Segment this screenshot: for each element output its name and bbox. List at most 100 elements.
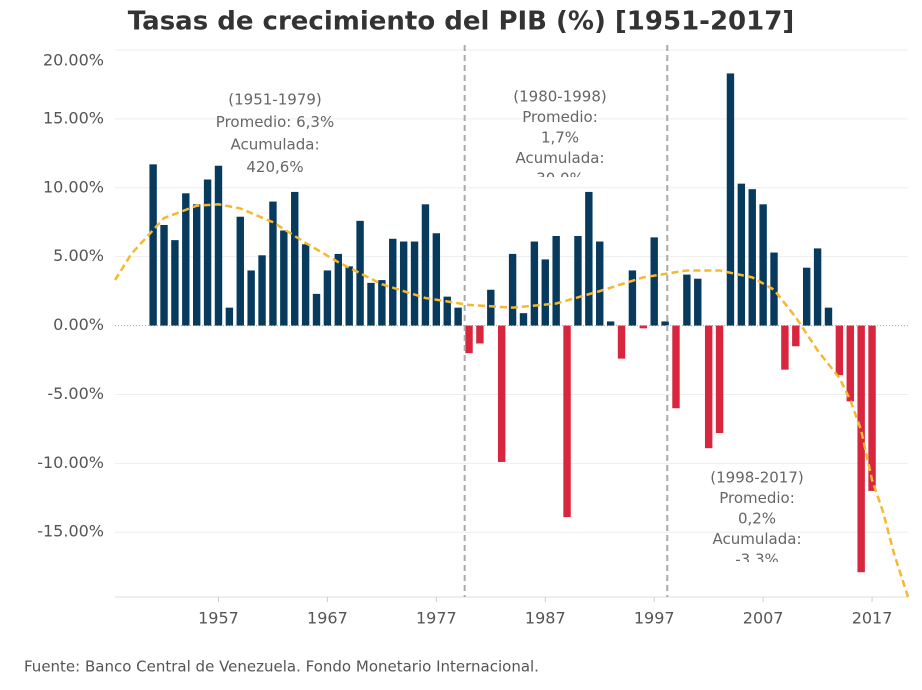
x-tick-label: 1977 xyxy=(416,609,457,628)
bar xyxy=(378,280,386,326)
bar xyxy=(301,244,310,326)
bar xyxy=(258,255,266,326)
bar xyxy=(367,282,375,326)
bar xyxy=(650,237,658,326)
bar xyxy=(639,325,648,329)
bar xyxy=(465,325,473,354)
annotation: (1951-1979) Promedio: 6,3% Acumulada: 420,6… xyxy=(216,91,334,177)
bar xyxy=(171,240,179,326)
bar xyxy=(563,325,571,518)
bar xyxy=(759,204,767,326)
bar xyxy=(683,274,691,326)
annotation-line: Promedio: xyxy=(522,108,598,126)
annotation-line: -3,3% xyxy=(735,551,779,569)
bar xyxy=(149,164,157,326)
bar xyxy=(737,183,746,326)
bar xyxy=(672,325,680,409)
y-tick-label: 5.00% xyxy=(53,246,104,265)
x-tick-label: 1987 xyxy=(525,609,566,628)
bar xyxy=(694,278,702,326)
bar xyxy=(443,296,451,326)
bar xyxy=(781,325,789,370)
bar xyxy=(192,204,201,326)
bar xyxy=(389,238,397,326)
bar xyxy=(269,201,277,326)
bar xyxy=(432,233,441,326)
bar xyxy=(247,270,255,326)
source-note: Fuente: Banco Central de Venezuela. Fond… xyxy=(24,658,539,676)
bar xyxy=(574,236,582,326)
bar xyxy=(280,230,288,326)
bar xyxy=(552,236,560,326)
y-tick-label: -15.00% xyxy=(37,522,104,541)
x-tick-label: 1957 xyxy=(198,609,239,628)
annotation-line: Acumulada: xyxy=(516,149,605,167)
bar xyxy=(824,307,833,326)
annotation-line: Promedio: 6,3% xyxy=(216,113,334,131)
annotation-line: Acumulada: xyxy=(231,136,320,154)
bar xyxy=(323,270,332,326)
bar xyxy=(214,165,223,326)
annotation-line: 0,2% xyxy=(738,510,776,528)
bar xyxy=(835,325,844,376)
bar xyxy=(857,325,865,573)
y-tick-label: 10.00% xyxy=(43,177,104,196)
annotation: (1980-1998) Promedio: 1,7% Acumulada: 30,0% xyxy=(513,88,606,188)
annotation-line: (1980-1998) xyxy=(513,88,606,106)
x-tick-label: 1967 xyxy=(307,609,348,628)
bar xyxy=(606,321,615,326)
bar xyxy=(770,252,778,326)
bar xyxy=(225,307,234,326)
bar xyxy=(356,220,364,326)
bar xyxy=(748,189,756,326)
annotation-line: 420,6% xyxy=(246,158,303,176)
bar xyxy=(487,289,495,326)
bar xyxy=(497,325,506,462)
bar xyxy=(291,191,299,326)
y-tick-label: -5.00% xyxy=(47,384,104,403)
bar xyxy=(792,325,800,347)
y-tick-label: -10.00% xyxy=(37,453,104,472)
bar xyxy=(334,253,343,326)
bar xyxy=(476,325,484,344)
bar xyxy=(868,325,876,491)
annotation: (1998-2017) Promedio: 0,2% Acumulada: -3,3% xyxy=(710,469,803,569)
bar xyxy=(399,241,408,326)
bar xyxy=(813,248,822,326)
x-tick-label: 1997 xyxy=(634,609,675,628)
y-tick-label: 20.00% xyxy=(43,51,104,70)
chart-title: Tasas de crecimiento del PIB (%) [1951-2… xyxy=(128,7,794,37)
annotation-line: (1998-2017) xyxy=(710,469,803,487)
bar xyxy=(236,216,244,326)
bar xyxy=(508,253,517,326)
bar xyxy=(530,241,539,326)
bar xyxy=(715,325,724,434)
annotation-line: 1,7% xyxy=(541,129,579,147)
bar xyxy=(704,325,713,449)
x-tick-label: 2007 xyxy=(743,609,784,628)
bar xyxy=(519,313,528,326)
bar xyxy=(203,179,212,326)
annotation-line: 30,0% xyxy=(536,170,584,188)
bar xyxy=(454,307,462,326)
bar xyxy=(541,259,549,326)
y-tick-label: 0.00% xyxy=(53,315,104,334)
bar xyxy=(312,293,321,326)
bar xyxy=(596,241,604,326)
bar xyxy=(846,325,854,402)
bar xyxy=(802,267,811,326)
y-tick-label: 15.00% xyxy=(43,108,104,127)
bar xyxy=(410,241,419,326)
annotation-line: (1951-1979) xyxy=(228,91,321,109)
trend-line xyxy=(113,203,910,598)
bar xyxy=(661,321,669,326)
bar xyxy=(628,270,637,326)
bar xyxy=(617,325,626,359)
annotation-line: Acumulada: xyxy=(713,530,802,548)
bar xyxy=(345,266,353,326)
bar xyxy=(182,193,190,326)
x-tick-label: 2017 xyxy=(852,609,893,628)
annotation-line: Promedio: xyxy=(719,489,795,507)
bar xyxy=(421,204,430,326)
